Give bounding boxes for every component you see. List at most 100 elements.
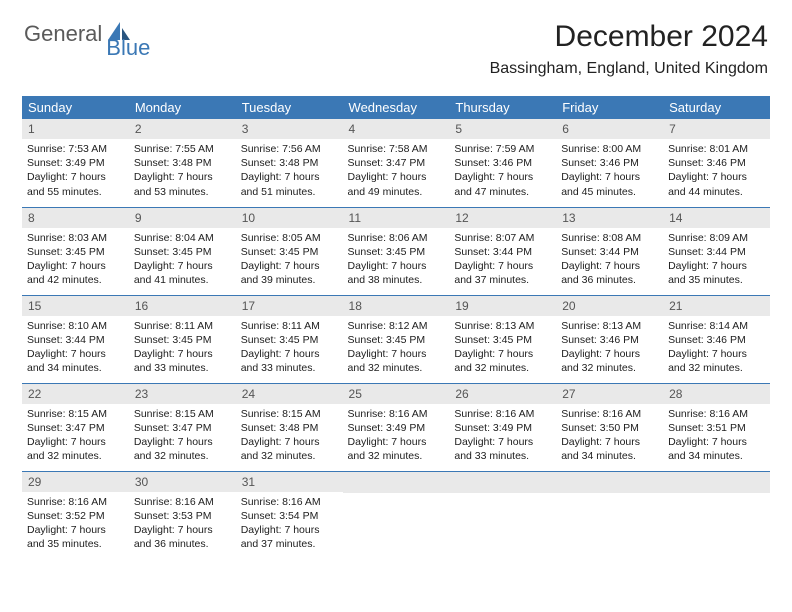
sunset-line: Sunset: 3:45 PM — [348, 333, 445, 347]
sunrise-line: Sunrise: 8:04 AM — [134, 231, 231, 245]
weekday-header: Saturday — [663, 96, 770, 119]
day-details: Sunrise: 8:03 AMSunset: 3:45 PMDaylight:… — [22, 228, 129, 292]
daylight-line: Daylight: 7 hours and 41 minutes. — [134, 259, 231, 287]
day-number: 28 — [663, 384, 770, 404]
day-details: Sunrise: 8:11 AMSunset: 3:45 PMDaylight:… — [129, 316, 236, 380]
sunrise-line: Sunrise: 8:12 AM — [348, 319, 445, 333]
calendar-header-row: SundayMondayTuesdayWednesdayThursdayFrid… — [22, 96, 770, 119]
day-number: 10 — [236, 208, 343, 228]
sunrise-line: Sunrise: 8:00 AM — [561, 142, 658, 156]
day-number: 23 — [129, 384, 236, 404]
day-details: Sunrise: 8:12 AMSunset: 3:45 PMDaylight:… — [343, 316, 450, 380]
day-details: Sunrise: 8:15 AMSunset: 3:47 PMDaylight:… — [22, 404, 129, 468]
day-number: 6 — [556, 119, 663, 139]
calendar-cell: 31Sunrise: 8:16 AMSunset: 3:54 PMDayligh… — [236, 471, 343, 559]
daylight-line: Daylight: 7 hours and 55 minutes. — [27, 170, 124, 198]
calendar-cell: 15Sunrise: 8:10 AMSunset: 3:44 PMDayligh… — [22, 295, 129, 383]
weekday-header: Monday — [129, 96, 236, 119]
sunrise-line: Sunrise: 8:07 AM — [454, 231, 551, 245]
day-number: 4 — [343, 119, 450, 139]
day-number: 14 — [663, 208, 770, 228]
sunrise-line: Sunrise: 8:13 AM — [454, 319, 551, 333]
daylight-line: Daylight: 7 hours and 45 minutes. — [561, 170, 658, 198]
calendar-cell: 6Sunrise: 8:00 AMSunset: 3:46 PMDaylight… — [556, 119, 663, 207]
sunset-line: Sunset: 3:45 PM — [134, 333, 231, 347]
daylight-line: Daylight: 7 hours and 32 minutes. — [561, 347, 658, 375]
calendar-cell: 12Sunrise: 8:07 AMSunset: 3:44 PMDayligh… — [449, 207, 556, 295]
daylight-line: Daylight: 7 hours and 32 minutes. — [668, 347, 765, 375]
weekday-header: Sunday — [22, 96, 129, 119]
day-details: Sunrise: 8:16 AMSunset: 3:53 PMDaylight:… — [129, 492, 236, 556]
day-details: Sunrise: 8:01 AMSunset: 3:46 PMDaylight:… — [663, 139, 770, 203]
sunset-line: Sunset: 3:48 PM — [241, 156, 338, 170]
day-details: Sunrise: 7:55 AMSunset: 3:48 PMDaylight:… — [129, 139, 236, 203]
calendar-cell: 10Sunrise: 8:05 AMSunset: 3:45 PMDayligh… — [236, 207, 343, 295]
day-details: Sunrise: 8:15 AMSunset: 3:48 PMDaylight:… — [236, 404, 343, 468]
sunrise-line: Sunrise: 8:05 AM — [241, 231, 338, 245]
weekday-header: Tuesday — [236, 96, 343, 119]
day-number: 18 — [343, 296, 450, 316]
sunset-line: Sunset: 3:44 PM — [27, 333, 124, 347]
calendar-week-row: 15Sunrise: 8:10 AMSunset: 3:44 PMDayligh… — [22, 295, 770, 383]
day-details: Sunrise: 7:58 AMSunset: 3:47 PMDaylight:… — [343, 139, 450, 203]
sunrise-line: Sunrise: 8:09 AM — [668, 231, 765, 245]
sunrise-line: Sunrise: 8:16 AM — [454, 407, 551, 421]
sunset-line: Sunset: 3:48 PM — [241, 421, 338, 435]
sunset-line: Sunset: 3:46 PM — [561, 333, 658, 347]
day-number: 13 — [556, 208, 663, 228]
day-number: 24 — [236, 384, 343, 404]
calendar-cell: 29Sunrise: 8:16 AMSunset: 3:52 PMDayligh… — [22, 471, 129, 559]
calendar-cell: 7Sunrise: 8:01 AMSunset: 3:46 PMDaylight… — [663, 119, 770, 207]
calendar-cell: 19Sunrise: 8:13 AMSunset: 3:45 PMDayligh… — [449, 295, 556, 383]
logo-text-blue: Blue — [106, 35, 150, 61]
daylight-line: Daylight: 7 hours and 35 minutes. — [27, 523, 124, 551]
calendar-cell: 2Sunrise: 7:55 AMSunset: 3:48 PMDaylight… — [129, 119, 236, 207]
calendar-cell: 13 Sunrise: 8:08 AMSunset: 3:44 PMDayligh… — [556, 207, 663, 295]
day-number: 17 — [236, 296, 343, 316]
day-details: Sunrise: 7:59 AMSunset: 3:46 PMDaylight:… — [449, 139, 556, 203]
sunset-line: Sunset: 3:45 PM — [348, 245, 445, 259]
sunset-line: Sunset: 3:49 PM — [27, 156, 124, 170]
calendar-cell: 11Sunrise: 8:06 AMSunset: 3:45 PMDayligh… — [343, 207, 450, 295]
day-details: Sunrise: 8:13 AMSunset: 3:45 PMDaylight:… — [449, 316, 556, 380]
calendar-cell: 5Sunrise: 7:59 AMSunset: 3:46 PMDaylight… — [449, 119, 556, 207]
sunset-line: Sunset: 3:52 PM — [27, 509, 124, 523]
day-details: Sunrise: 8:10 AMSunset: 3:44 PMDaylight:… — [22, 316, 129, 380]
sunset-line: Sunset: 3:44 PM — [561, 245, 658, 259]
calendar-cell: 20Sunrise: 8:13 AMSunset: 3:46 PMDayligh… — [556, 295, 663, 383]
daylight-line: Daylight: 7 hours and 42 minutes. — [27, 259, 124, 287]
calendar-cell: 25Sunrise: 8:16 AMSunset: 3:49 PMDayligh… — [343, 383, 450, 471]
daylight-line: Daylight: 7 hours and 51 minutes. — [241, 170, 338, 198]
day-number: 30 — [129, 472, 236, 492]
day-details: Sunrise: 8:16 AMSunset: 3:54 PMDaylight:… — [236, 492, 343, 556]
day-details: Sunrise: 8:00 AMSunset: 3:46 PMDaylight:… — [556, 139, 663, 203]
sunset-line: Sunset: 3:47 PM — [27, 421, 124, 435]
sunrise-line: Sunrise: 8:10 AM — [27, 319, 124, 333]
daylight-line: Daylight: 7 hours and 32 minutes. — [241, 435, 338, 463]
day-details: Sunrise: 8:07 AMSunset: 3:44 PMDaylight:… — [449, 228, 556, 292]
sunset-line: Sunset: 3:46 PM — [561, 156, 658, 170]
day-details: Sunrise: 8:05 AMSunset: 3:45 PMDaylight:… — [236, 228, 343, 292]
day-number: 12 — [449, 208, 556, 228]
daylight-line: Daylight: 7 hours and 32 minutes. — [454, 347, 551, 375]
daylight-line: Daylight: 7 hours and 36 minutes. — [561, 259, 658, 287]
calendar-cell: 16Sunrise: 8:11 AMSunset: 3:45 PMDayligh… — [129, 295, 236, 383]
calendar-cell: 27Sunrise: 8:16 AMSunset: 3:50 PMDayligh… — [556, 383, 663, 471]
daylight-line: Daylight: 7 hours and 34 minutes. — [668, 435, 765, 463]
calendar-week-row: 22Sunrise: 8:15 AMSunset: 3:47 PMDayligh… — [22, 383, 770, 471]
daylight-line: Daylight: 7 hours and 32 minutes. — [348, 435, 445, 463]
calendar-week-row: 1Sunrise: 7:53 AMSunset: 3:49 PMDaylight… — [22, 119, 770, 207]
sunrise-line: Sunrise: 8:08 AM — [561, 231, 658, 245]
calendar-cell: 30Sunrise: 8:16 AMSunset: 3:53 PMDayligh… — [129, 471, 236, 559]
calendar-cell: 9Sunrise: 8:04 AMSunset: 3:45 PMDaylight… — [129, 207, 236, 295]
sunrise-line: Sunrise: 8:16 AM — [27, 495, 124, 509]
daylight-line: Daylight: 7 hours and 49 minutes. — [348, 170, 445, 198]
sunrise-line: Sunrise: 8:11 AM — [241, 319, 338, 333]
sunrise-line: Sunrise: 7:53 AM — [27, 142, 124, 156]
daylight-line: Daylight: 7 hours and 53 minutes. — [134, 170, 231, 198]
daylight-line: Daylight: 7 hours and 35 minutes. — [668, 259, 765, 287]
sunrise-line: Sunrise: 7:59 AM — [454, 142, 551, 156]
location-text: Bassingham, England, United Kingdom — [490, 60, 768, 78]
day-number: 2 — [129, 119, 236, 139]
empty-day-header — [556, 472, 663, 493]
